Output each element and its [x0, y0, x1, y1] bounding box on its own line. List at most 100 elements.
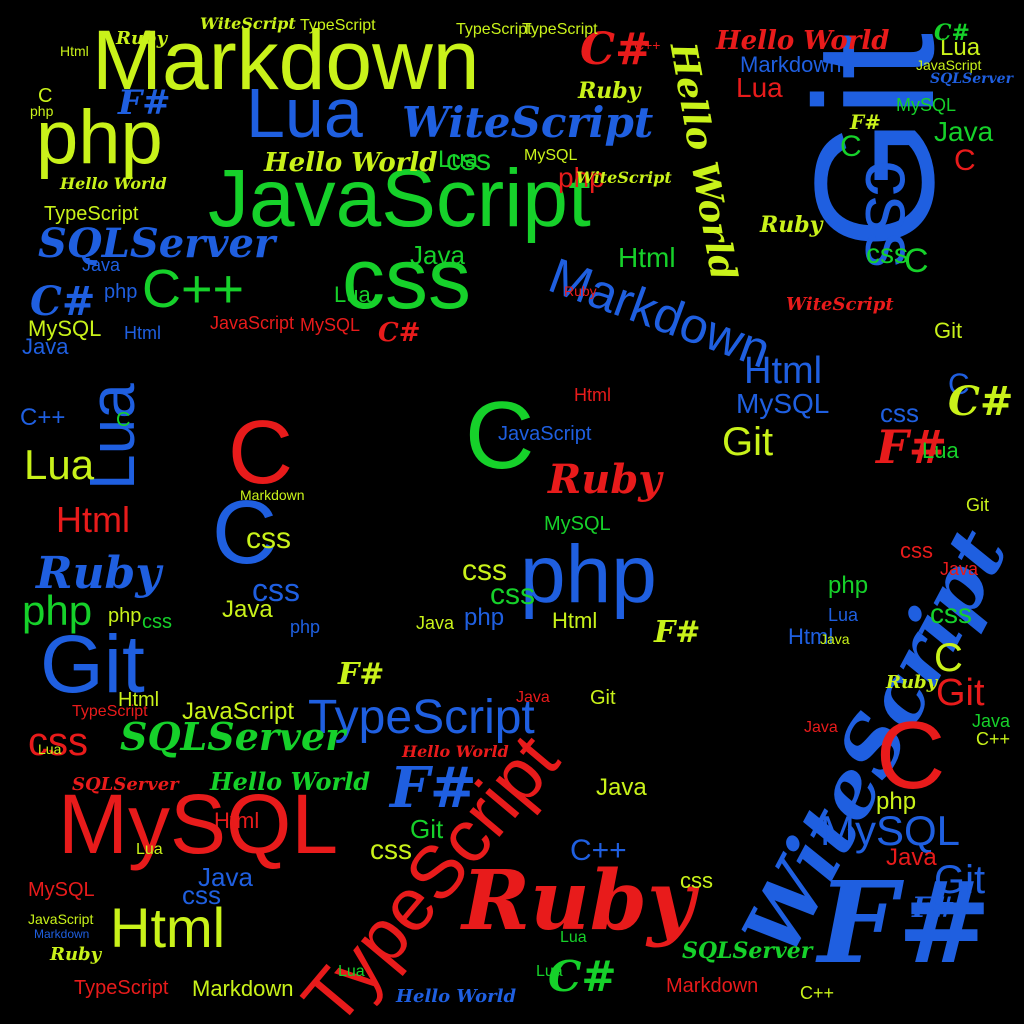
- word-css: css: [342, 231, 471, 327]
- word-html: Html: [788, 624, 834, 649]
- word-sqlserver: SQLServer: [682, 938, 813, 964]
- word-markdown: Markdown: [240, 487, 305, 503]
- word-java: Java: [934, 116, 994, 147]
- word-java: Java: [82, 255, 121, 275]
- word-html: Html: [60, 43, 89, 59]
- word-ruby: Ruby: [116, 28, 168, 49]
- word-git: Git: [966, 495, 990, 515]
- word-git: Git: [722, 420, 774, 464]
- word-c: C: [948, 368, 970, 401]
- word-java: Java: [198, 862, 253, 892]
- word-php: php: [30, 103, 54, 119]
- word-css: css: [490, 578, 535, 611]
- word-c: C: [840, 130, 862, 163]
- word-java: Java: [804, 719, 838, 736]
- word-html: Html: [574, 385, 611, 405]
- word-java: Java: [940, 559, 979, 579]
- word-ruby: Ruby: [462, 853, 695, 949]
- word-csharp: C#: [30, 278, 96, 325]
- word-java: Java: [886, 844, 937, 871]
- word-css: css: [370, 834, 412, 865]
- word-java: Java: [516, 689, 550, 706]
- word-typescript: TypeScript: [72, 703, 148, 720]
- word-php: php: [36, 95, 163, 180]
- word-hello-world: Hello World: [661, 39, 745, 284]
- word-cpp: C++: [976, 729, 1011, 749]
- word-markdown: Markdown: [666, 975, 759, 997]
- word-html: Html: [110, 896, 226, 959]
- word-cpp: C++: [570, 834, 627, 867]
- word-sqlserver: SQLServer: [72, 774, 179, 795]
- word-ruby: Ruby: [36, 548, 161, 599]
- word-c: C: [212, 483, 277, 583]
- word-typescript: TypeScript: [522, 21, 598, 38]
- word-javascript: JavaScript: [498, 423, 592, 445]
- word-ruby: Ruby: [548, 456, 662, 503]
- word-css: css: [930, 598, 972, 629]
- word-css: css: [900, 538, 933, 563]
- word-markdown: Markdown: [740, 52, 842, 77]
- word-java: Java: [820, 631, 850, 647]
- word-markdown: Markdown: [192, 976, 294, 1001]
- word-hello-world: Hello World: [396, 986, 517, 1007]
- word-git: Git: [934, 318, 963, 343]
- word-fsharp: F#: [912, 891, 956, 924]
- word-php: php: [558, 162, 605, 193]
- word-html: Html: [124, 323, 161, 343]
- word-html: Html: [56, 499, 130, 540]
- word-c: C: [934, 636, 963, 680]
- word-csharp: C#: [378, 318, 421, 348]
- word-css: css: [880, 398, 919, 428]
- word-java: Java: [22, 334, 69, 359]
- word-java: Java: [596, 774, 647, 801]
- word-javascript: JavaScript: [210, 313, 295, 333]
- word-cpp: C++: [142, 259, 245, 319]
- word-php: php: [876, 788, 917, 815]
- word-typescript: TypeScript: [308, 691, 535, 744]
- word-php: php: [828, 572, 869, 599]
- word-php: php: [520, 529, 657, 620]
- word-hello-world: Hello World: [60, 174, 167, 193]
- word-c: C: [38, 85, 53, 107]
- word-php: php: [22, 587, 93, 634]
- word-lua: Lua: [136, 841, 163, 858]
- word-lua: Lua: [338, 963, 365, 980]
- word-mysql: MySQL: [524, 147, 578, 164]
- word-ruby: Ruby: [564, 283, 597, 299]
- word-mysql: MySQL: [736, 388, 830, 419]
- word-writescript: WiteScript: [576, 168, 672, 187]
- word-lua: Lua: [922, 438, 959, 463]
- word-c: C: [954, 144, 976, 177]
- word-css: css: [446, 144, 491, 177]
- word-php: php: [108, 605, 142, 627]
- word-csharp: C#: [580, 24, 652, 75]
- word-c: C: [465, 382, 535, 489]
- word-fsharp: F#: [654, 615, 701, 650]
- word-markdown: Markdown: [92, 13, 480, 107]
- word-csharp: C#: [948, 378, 1014, 425]
- word-html: Html: [744, 350, 823, 392]
- word-markdown: Markdown: [34, 927, 90, 941]
- word-css: css: [866, 238, 908, 269]
- word-c: C: [876, 702, 946, 809]
- word-writescript: WiteScript: [200, 14, 296, 33]
- word-java: Java: [416, 613, 455, 633]
- word-javascript: JavaScript: [208, 153, 591, 244]
- word-fsharp: F#: [390, 755, 477, 821]
- word-lua: Lua: [38, 741, 62, 757]
- word-hello-world: Hello World: [716, 26, 890, 56]
- word-git: Git: [40, 619, 145, 710]
- word-fsharp: F#: [338, 657, 385, 692]
- word-css: css: [462, 554, 507, 587]
- word-hello-world: Hello World: [402, 742, 509, 761]
- word-writescript: WiteScript: [786, 294, 894, 315]
- word-ruby: Ruby: [760, 212, 823, 238]
- word-git: Git: [936, 672, 985, 714]
- word-lua: Lua: [246, 74, 363, 152]
- word-c: C: [116, 409, 131, 431]
- word-cpp: C++: [20, 404, 66, 431]
- word-fsharp: F#: [850, 110, 881, 134]
- word-lua: Lua: [438, 146, 479, 173]
- word-html: Html: [618, 242, 676, 273]
